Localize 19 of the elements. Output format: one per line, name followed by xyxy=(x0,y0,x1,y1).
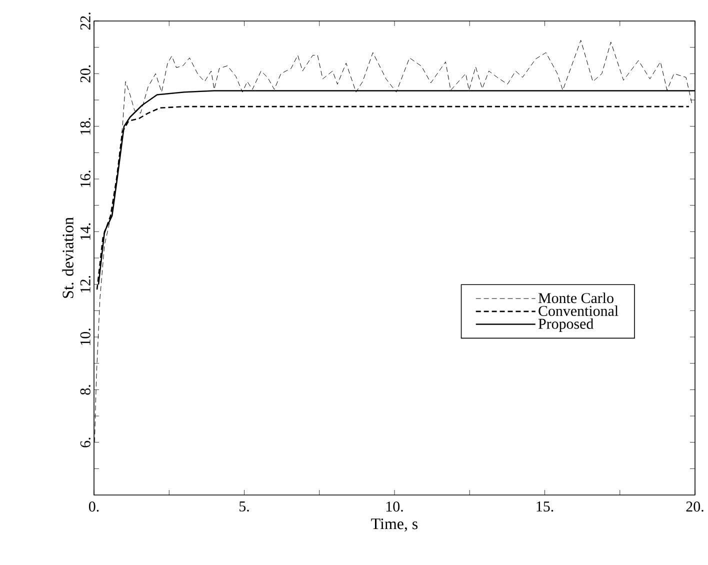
y-tick-label: 16. xyxy=(80,170,90,188)
y-tick-label: 10. xyxy=(80,328,90,346)
legend-label: Proposed xyxy=(538,318,594,332)
x-tick-label: 20. xyxy=(686,502,704,512)
x-tick-label: 10. xyxy=(386,502,403,512)
y-axis-title: St. deviation xyxy=(62,217,74,298)
y-tick-label: 22. xyxy=(80,12,90,30)
y-tick-label: 6. xyxy=(80,438,90,448)
x-tick-label: 0. xyxy=(88,502,99,512)
legend-label: Conventional xyxy=(538,305,618,316)
legend-label: Monte Carlo xyxy=(538,292,614,304)
y-tick-label: 14. xyxy=(80,223,90,240)
x-tick-label: 15. xyxy=(536,502,554,512)
y-tick-label: 12. xyxy=(80,276,90,292)
x-tick-label: 5. xyxy=(240,502,249,512)
y-tick-label: 18. xyxy=(80,118,90,134)
y-tick-label: 8. xyxy=(80,385,90,395)
x-axis-title: Time, s xyxy=(371,518,418,532)
y-tick-label: 20. xyxy=(80,65,90,82)
